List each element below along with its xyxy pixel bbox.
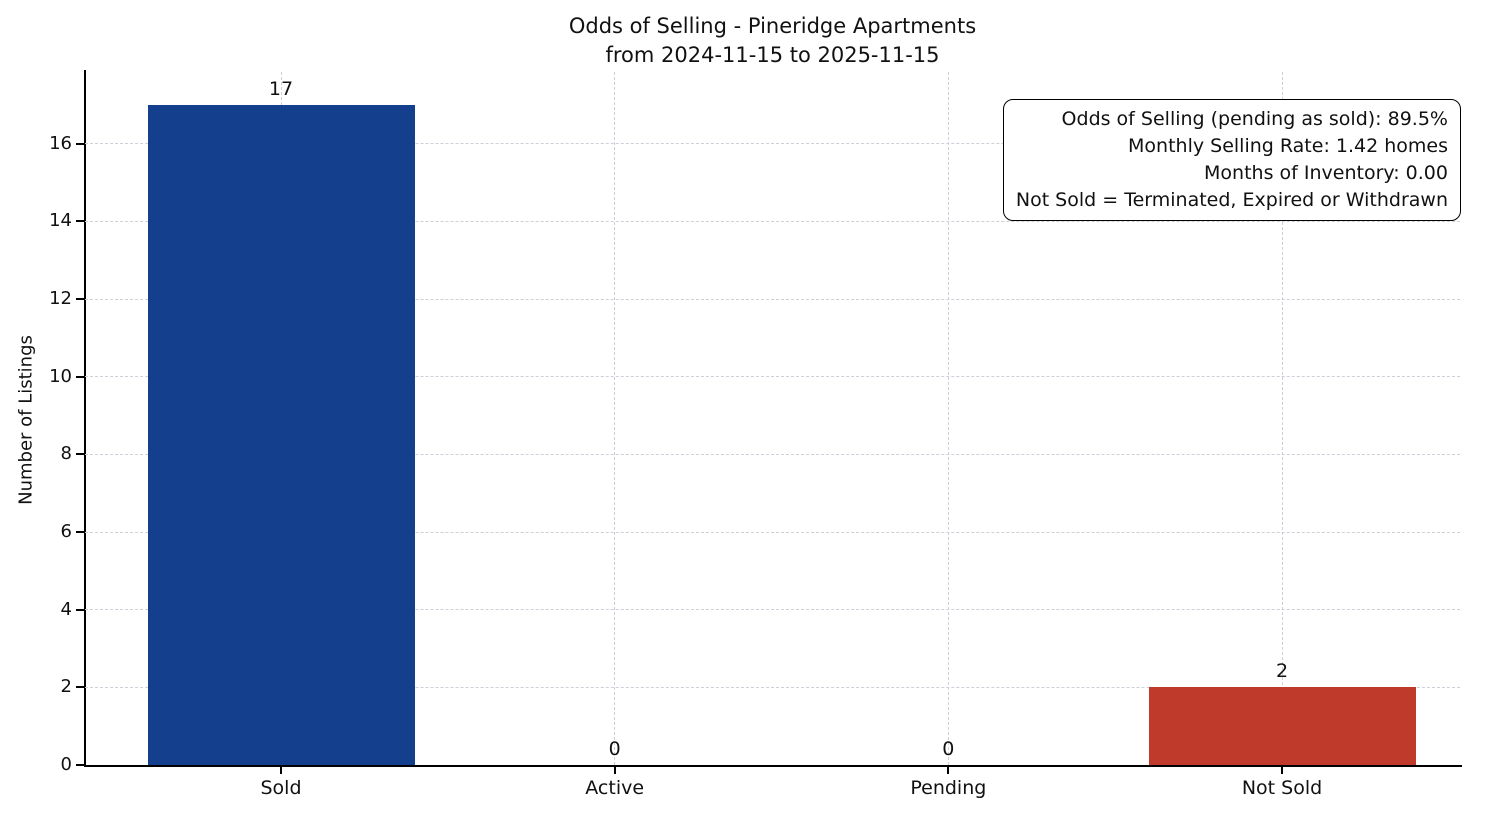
y-tick-mark <box>76 453 84 456</box>
y-tick-label: 14 <box>49 210 72 232</box>
bar-not-sold <box>1148 687 1416 765</box>
gridline-horizontal <box>85 298 1460 300</box>
y-tick-mark <box>76 375 84 378</box>
gridline-horizontal <box>85 609 1460 611</box>
annotation-line: Not Sold = Terminated, Expired or Withdr… <box>1015 189 1448 211</box>
bar-value-label: 0 <box>942 738 955 760</box>
y-tick-mark <box>76 220 84 223</box>
y-axis-spine <box>84 70 86 767</box>
y-tick-label: 8 <box>60 443 72 465</box>
annotation-box: Odds of Selling (pending as sold): 89.5%… <box>1002 99 1461 221</box>
gridline-vertical <box>614 72 616 765</box>
y-tick-label: 10 <box>49 365 72 387</box>
y-tick-label: 6 <box>60 521 72 543</box>
y-axis-tick-labels: 0 2 4 6 8 10 12 14 16 <box>0 72 72 775</box>
x-category-label-sold: Sold <box>260 777 302 799</box>
x-category-label-pending: Pending <box>910 777 987 799</box>
annotation-line: Months of Inventory: 0.00 <box>1204 162 1448 184</box>
x-tick-mark <box>947 766 950 774</box>
chart-title-line2: from 2024-11-15 to 2025-11-15 <box>605 43 940 67</box>
chart-title-line1: Odds of Selling - Pineridge Apartments <box>568 14 977 38</box>
y-tick-label: 16 <box>49 132 72 154</box>
x-tick-mark <box>613 766 616 774</box>
chart-title: Odds of Selling - Pineridge Apartments f… <box>85 12 1460 70</box>
gridline-horizontal <box>85 376 1460 378</box>
x-category-label-active: Active <box>585 777 645 799</box>
y-tick-mark <box>76 298 84 301</box>
plot-area: 17 0 0 2 <box>76 72 1460 774</box>
x-tick-mark <box>280 766 282 774</box>
gridline-horizontal <box>85 220 1460 222</box>
gridline-horizontal <box>85 686 1460 688</box>
y-tick-mark <box>76 764 84 766</box>
x-tick-mark <box>1281 766 1283 774</box>
bar-value-label: 17 <box>268 78 294 100</box>
annotation-line: Odds of Selling (pending as sold): 89.5% <box>1061 108 1448 130</box>
bar-value-label: 0 <box>608 738 621 760</box>
y-tick-label: 0 <box>60 754 72 775</box>
gridline-vertical <box>947 72 949 765</box>
y-tick-mark <box>76 142 84 145</box>
x-axis-spine <box>84 765 1462 767</box>
y-tick-mark <box>76 531 84 534</box>
y-tick-mark <box>76 608 84 611</box>
bar-sold <box>147 105 415 765</box>
y-tick-label: 2 <box>60 676 72 698</box>
y-tick-label: 12 <box>49 288 72 310</box>
gridline-horizontal <box>85 531 1460 533</box>
bar-value-label: 2 <box>1275 660 1289 683</box>
annotation-line: Monthly Selling Rate: 1.42 homes <box>1128 135 1448 157</box>
x-axis-tick-labels: Sold Active Pending Not Sold <box>85 771 1460 805</box>
gridline-vertical <box>1281 72 1283 765</box>
y-tick-label: 4 <box>60 598 72 620</box>
gridline-horizontal <box>85 453 1460 455</box>
y-tick-mark <box>76 686 84 689</box>
gridline-horizontal <box>85 143 1460 145</box>
x-category-label-not-sold: Not Sold <box>1241 777 1323 799</box>
